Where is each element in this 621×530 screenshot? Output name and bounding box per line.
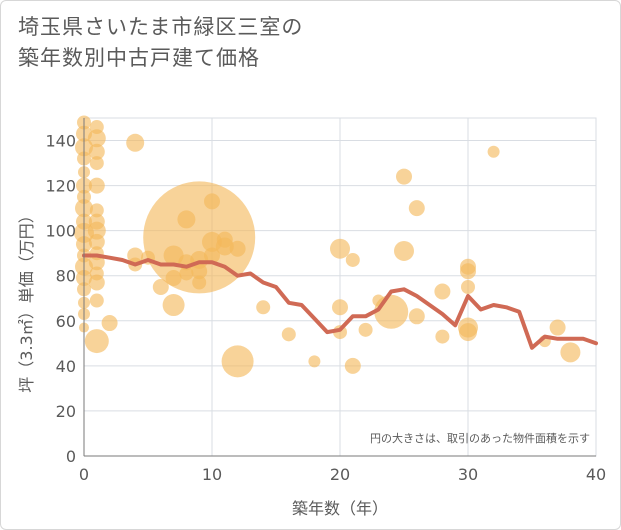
data-bubble [179, 266, 194, 281]
average-price-line [82, 253, 598, 350]
average-line-series [82, 253, 598, 350]
data-bubble [177, 210, 196, 229]
data-bubble [332, 299, 348, 316]
x-tick-label: 40 [586, 465, 606, 484]
data-bubble [89, 120, 104, 135]
data-bubble [88, 143, 105, 160]
data-bubble [408, 200, 425, 217]
size-annotation: 円の大きさは、取引のあった物件面積を示す [370, 431, 590, 445]
data-bubble [358, 322, 373, 337]
data-bubble [191, 263, 208, 280]
data-bubble [221, 345, 254, 378]
y-axis-label: 坪（3.3㎡）単価（万円） [17, 207, 36, 392]
y-tick-label: 140 [45, 132, 76, 151]
y-tick-label: 120 [45, 177, 76, 196]
data-bubble [89, 203, 104, 218]
data-bubble [408, 308, 425, 325]
data-bubble [461, 280, 475, 294]
data-bubble [434, 283, 451, 300]
data-bubble [394, 240, 414, 261]
data-bubble [344, 357, 361, 374]
data-bubble [549, 319, 566, 336]
data-bubble [216, 231, 233, 248]
data-bubble [345, 252, 360, 267]
data-bubble [487, 145, 500, 158]
y-tick-label: 20 [56, 402, 76, 421]
data-bubble [396, 168, 412, 185]
y-tick-label: 0 [66, 447, 76, 466]
chart-axes: 0 20 40 60 80 100 120 140 0 10 20 30 40 [45, 118, 606, 484]
data-bubble [89, 293, 104, 308]
data-bubble [165, 269, 182, 286]
chart-grid [83, 117, 597, 457]
chart-title-line-1: 埼玉県さいたま市緑区三室の [18, 15, 304, 39]
data-bubble [88, 213, 105, 230]
x-tick-label: 10 [202, 465, 222, 484]
data-bubble [89, 156, 104, 171]
chart-title-line-2: 築年数別中古戸建て価格 [18, 46, 260, 70]
data-bubble [162, 294, 185, 317]
y-tick-label: 40 [56, 357, 76, 376]
data-bubble [152, 279, 169, 295]
data-bubble [126, 133, 145, 152]
x-tick-label: 30 [458, 465, 478, 484]
data-bubble [460, 263, 476, 280]
data-bubble [435, 329, 450, 344]
y-tick-label: 100 [45, 222, 76, 241]
data-bubble [84, 329, 109, 354]
y-tick-label: 80 [56, 267, 76, 286]
x-tick-label: 20 [330, 465, 350, 484]
chart-title: 埼玉県さいたま市緑区三室の 築年数別中古戸建て価格 [18, 12, 303, 74]
data-bubble [229, 240, 246, 257]
data-bubble [459, 323, 477, 342]
bubble-series [74, 115, 581, 378]
data-bubble [87, 129, 106, 148]
data-bubble [256, 300, 271, 315]
data-bubble [89, 266, 104, 281]
data-bubble [330, 238, 350, 259]
x-tick-label: 0 [79, 465, 89, 484]
data-bubble [88, 233, 105, 250]
data-bubble [281, 327, 296, 342]
data-bubble [101, 315, 118, 332]
data-bubble [308, 355, 321, 368]
data-bubble [192, 275, 207, 290]
data-bubble [204, 247, 220, 264]
y-tick-label: 60 [56, 312, 76, 331]
data-bubble [560, 342, 581, 363]
x-axis-label: 築年数（年） [292, 499, 388, 518]
data-bubble [88, 177, 105, 194]
data-bubble [204, 193, 220, 210]
